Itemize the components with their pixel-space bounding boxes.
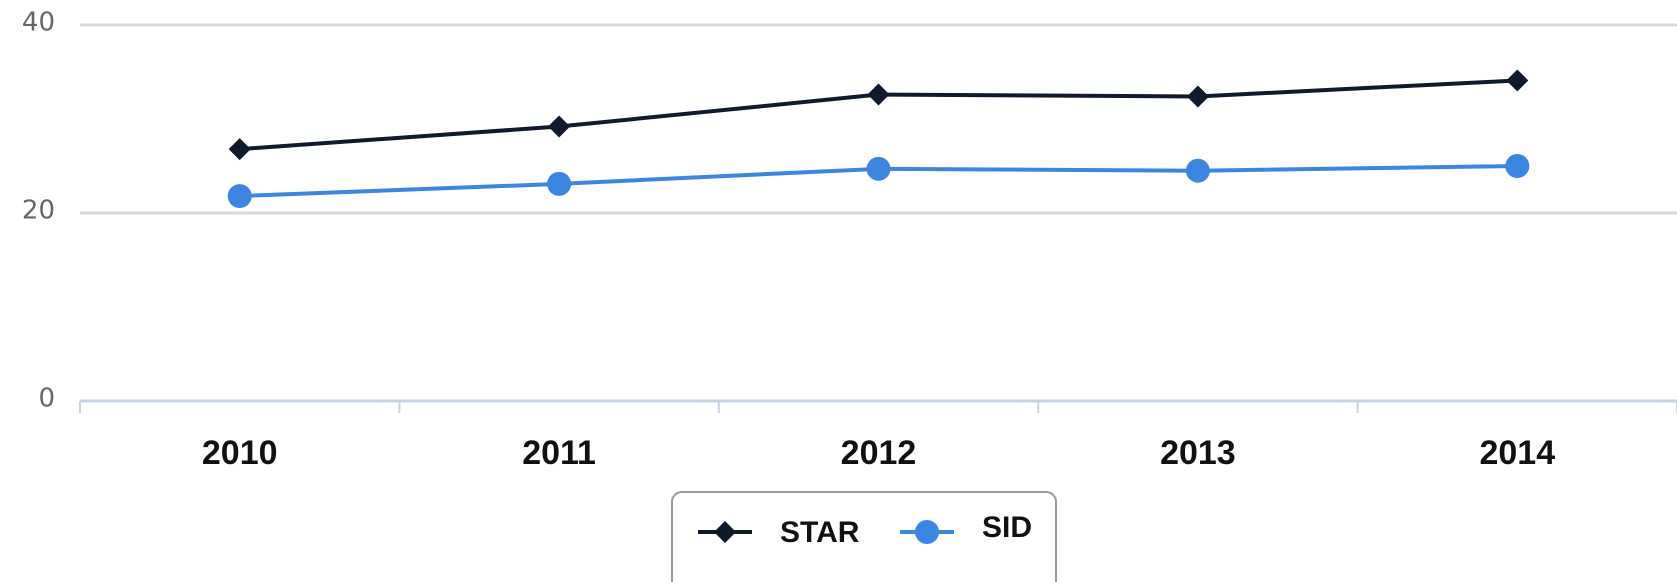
y-tick-label: 20 bbox=[22, 196, 55, 226]
x-tick-label: 2013 bbox=[1160, 434, 1236, 472]
y-tick-label: 40 bbox=[22, 8, 55, 38]
legend-marker bbox=[714, 521, 736, 543]
point bbox=[1185, 158, 1210, 183]
point bbox=[867, 83, 890, 106]
x-tick-label: 2012 bbox=[841, 434, 917, 472]
point bbox=[1506, 69, 1529, 92]
legend-box bbox=[671, 491, 1057, 582]
x-tick-label: 2014 bbox=[1479, 434, 1555, 472]
x-tick-label: 2010 bbox=[202, 434, 278, 472]
y-tick-label: 0 bbox=[38, 384, 55, 414]
point bbox=[228, 138, 251, 161]
point bbox=[1505, 154, 1530, 178]
point bbox=[866, 156, 891, 181]
legend-label: SID bbox=[982, 511, 1032, 544]
legend: STAR SID bbox=[671, 491, 1057, 582]
legend-marker bbox=[915, 520, 939, 544]
point bbox=[548, 115, 571, 138]
x-tick-label: 2011 bbox=[522, 434, 596, 472]
point bbox=[547, 171, 572, 196]
legend-label: STAR bbox=[780, 516, 860, 549]
point bbox=[227, 184, 252, 209]
point bbox=[1186, 85, 1209, 108]
